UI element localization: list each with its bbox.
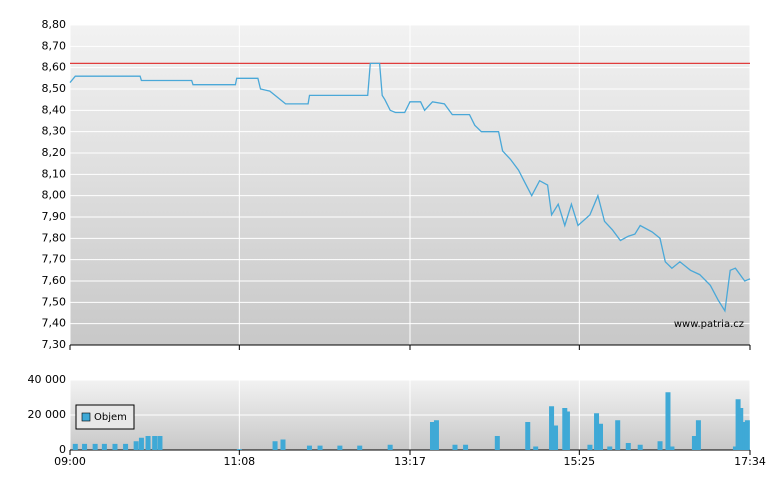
legend-swatch <box>81 412 91 422</box>
y-tick-label: 7,30 <box>42 338 67 351</box>
bar <box>272 441 278 450</box>
bar <box>594 413 600 450</box>
y-tick-label: 8,50 <box>42 82 67 95</box>
x-tick-label: 11:08 <box>223 455 255 468</box>
y-tick-label: 8,20 <box>42 146 67 159</box>
y-tick-label: 7,90 <box>42 210 67 223</box>
bar <box>525 422 531 450</box>
y-tick-label: 8,40 <box>42 103 67 116</box>
price-line <box>69 62 751 313</box>
x-tick-label: 09:00 <box>54 455 86 468</box>
bar <box>695 420 701 450</box>
y-tick-label: 8,70 <box>42 39 67 52</box>
bar <box>665 392 671 450</box>
y-tick-label: 7,50 <box>42 295 67 308</box>
bar <box>236 449 242 450</box>
x-tick-label: 17:34 <box>734 455 766 468</box>
bar <box>549 406 555 450</box>
bar <box>157 436 163 450</box>
y-tick-label: 8,60 <box>42 61 67 74</box>
bar <box>133 441 139 450</box>
x-tick-label: 13:17 <box>394 455 426 468</box>
bar <box>429 422 435 450</box>
bar <box>533 446 539 450</box>
bar <box>669 446 675 450</box>
legend-label: Objem <box>94 412 127 423</box>
bar <box>452 444 458 450</box>
y-tick-label: 8,80 <box>42 18 67 31</box>
y-tick-label: 8,00 <box>42 189 67 202</box>
y-tick-label: 7,70 <box>42 253 67 266</box>
bar <box>742 422 748 450</box>
bar <box>562 408 568 450</box>
bar <box>625 443 631 450</box>
y-tick-label: 7,40 <box>42 317 67 330</box>
bar <box>152 436 158 450</box>
bar <box>317 445 323 450</box>
y-tick-label: 40 000 <box>28 373 67 386</box>
bar <box>138 437 144 450</box>
bar <box>357 445 363 450</box>
bar <box>564 411 570 450</box>
bar <box>101 443 107 450</box>
bar <box>615 420 621 450</box>
bar <box>607 446 613 450</box>
bar <box>587 444 593 450</box>
bar <box>280 439 286 450</box>
bar <box>738 408 744 450</box>
bar <box>387 444 393 450</box>
watermark: www.patria.cz <box>674 319 744 330</box>
bar <box>637 444 643 450</box>
y-tick-label: 7,60 <box>42 274 67 287</box>
y-tick-label: 7,80 <box>42 231 67 244</box>
bar <box>598 423 604 450</box>
bar <box>123 443 129 450</box>
y-tick-label: 8,30 <box>42 125 67 138</box>
bar <box>744 420 750 450</box>
bar <box>337 445 343 450</box>
y-tick-label: 0 <box>59 443 66 456</box>
bar <box>112 443 118 450</box>
bar <box>145 436 151 450</box>
bar <box>735 399 741 450</box>
bar <box>691 436 697 450</box>
bar <box>553 425 559 450</box>
bar <box>306 445 312 450</box>
bar <box>72 443 78 450</box>
y-tick-label: 20 000 <box>28 408 67 421</box>
bar <box>732 446 738 450</box>
bar <box>494 436 500 450</box>
bar <box>82 443 88 450</box>
bar <box>657 441 663 450</box>
x-tick-label: 15:25 <box>563 455 595 468</box>
bar <box>463 444 469 450</box>
y-tick-label: 8,10 <box>42 167 67 180</box>
bar <box>92 443 98 450</box>
bar <box>433 420 439 450</box>
